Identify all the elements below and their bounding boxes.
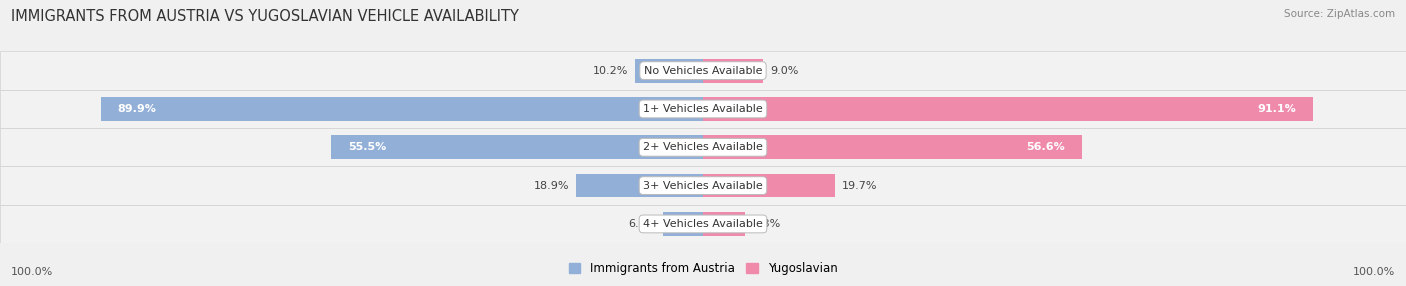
Text: 91.1%: 91.1% — [1257, 104, 1296, 114]
Text: 100.0%: 100.0% — [11, 267, 53, 277]
Text: Source: ZipAtlas.com: Source: ZipAtlas.com — [1284, 9, 1395, 19]
Text: 89.9%: 89.9% — [118, 104, 156, 114]
Bar — [332, 135, 703, 159]
Text: 4+ Vehicles Available: 4+ Vehicles Available — [643, 219, 763, 229]
Bar — [703, 174, 835, 198]
Legend: Immigrants from Austria, Yugoslavian: Immigrants from Austria, Yugoslavian — [564, 258, 842, 280]
Text: 100.0%: 100.0% — [1353, 267, 1395, 277]
Bar — [634, 59, 703, 83]
Bar — [0, 205, 1406, 243]
Text: 6.0%: 6.0% — [628, 219, 657, 229]
Bar — [101, 97, 703, 121]
Bar — [0, 90, 1406, 128]
Text: 2+ Vehicles Available: 2+ Vehicles Available — [643, 142, 763, 152]
Text: 6.3%: 6.3% — [752, 219, 780, 229]
Text: 10.2%: 10.2% — [593, 66, 628, 76]
Bar — [703, 59, 763, 83]
Bar — [576, 174, 703, 198]
Bar — [0, 166, 1406, 205]
Bar — [0, 128, 1406, 166]
Text: IMMIGRANTS FROM AUSTRIA VS YUGOSLAVIAN VEHICLE AVAILABILITY: IMMIGRANTS FROM AUSTRIA VS YUGOSLAVIAN V… — [11, 9, 519, 23]
Text: 56.6%: 56.6% — [1026, 142, 1066, 152]
Bar — [703, 212, 745, 236]
Text: 3+ Vehicles Available: 3+ Vehicles Available — [643, 181, 763, 190]
Bar — [703, 97, 1313, 121]
Text: 9.0%: 9.0% — [770, 66, 799, 76]
Text: 1+ Vehicles Available: 1+ Vehicles Available — [643, 104, 763, 114]
Text: 19.7%: 19.7% — [842, 181, 877, 190]
Bar — [0, 51, 1406, 90]
Bar — [703, 135, 1083, 159]
Bar — [662, 212, 703, 236]
Text: 18.9%: 18.9% — [534, 181, 569, 190]
Text: 55.5%: 55.5% — [349, 142, 387, 152]
Text: No Vehicles Available: No Vehicles Available — [644, 66, 762, 76]
